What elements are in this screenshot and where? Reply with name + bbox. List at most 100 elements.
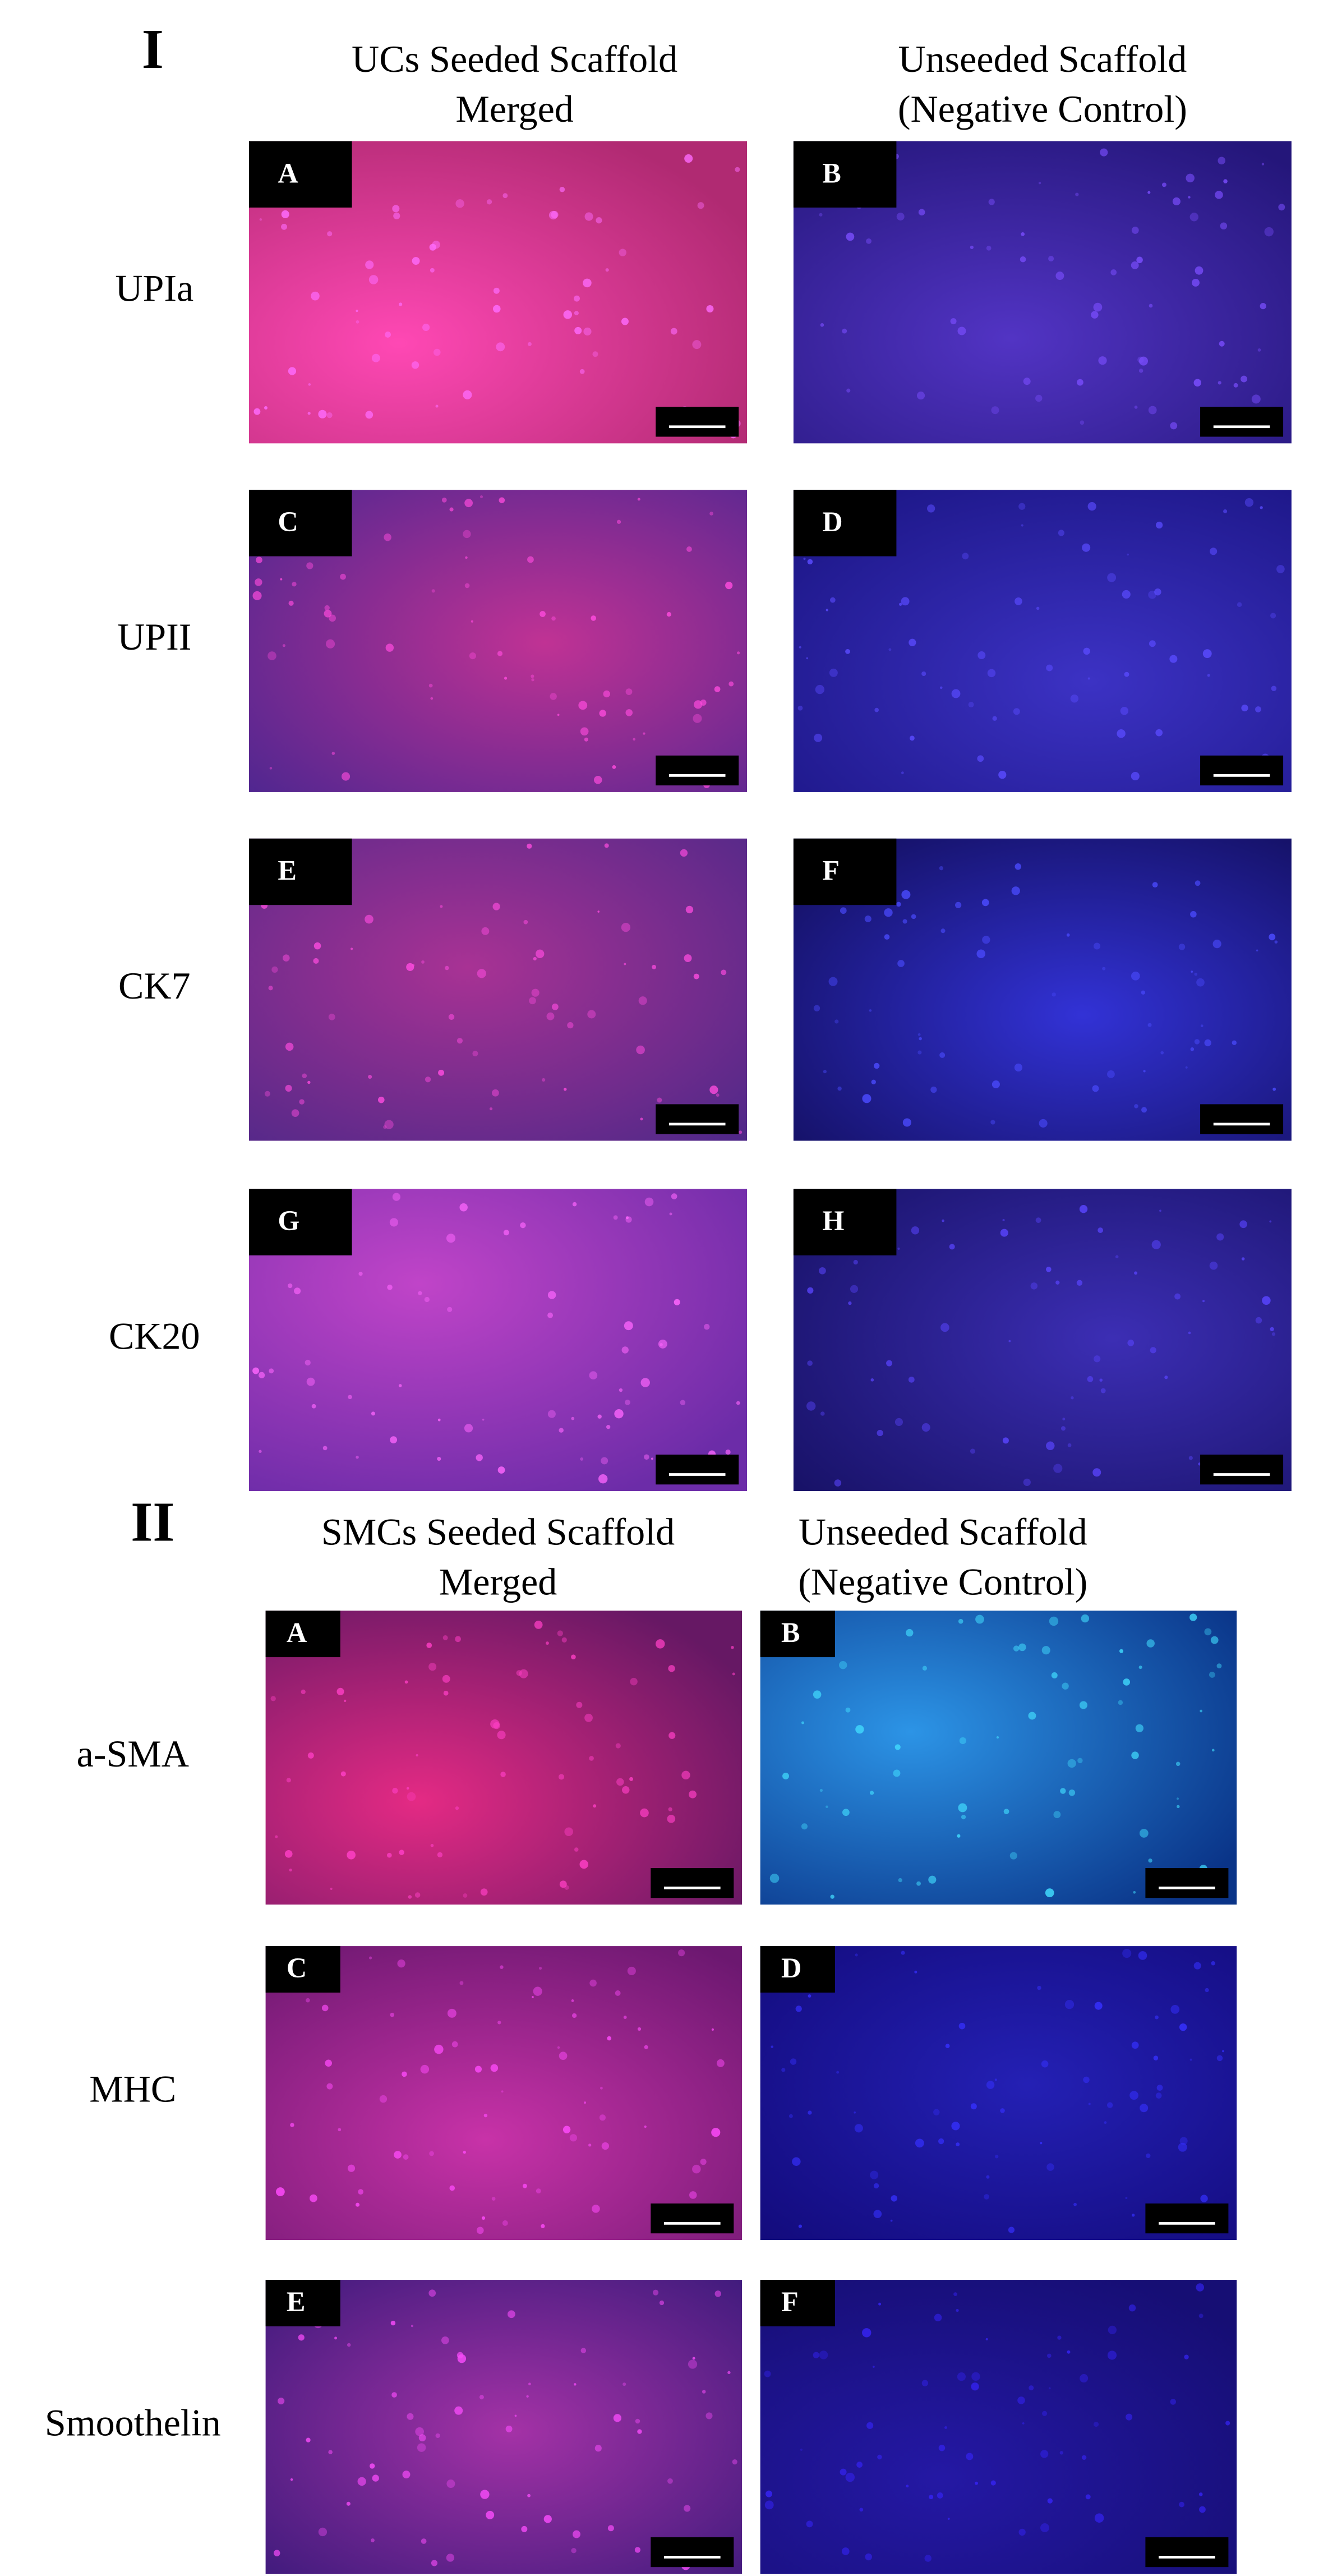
speckle (558, 1774, 565, 1780)
speckle (1077, 379, 1083, 386)
speckle (476, 1454, 483, 1461)
speckle (445, 965, 449, 970)
speckle (579, 1860, 589, 1869)
speckle (1094, 2513, 1104, 2523)
speckle (407, 2413, 414, 2420)
speckle (1264, 227, 1274, 237)
speckle (625, 709, 633, 716)
speckle (732, 1672, 735, 1676)
speckle (1179, 2501, 1184, 2508)
speckle (569, 2134, 577, 2142)
speckle (534, 1620, 543, 1629)
speckle (667, 1815, 676, 1823)
speckle (901, 1951, 905, 1955)
speckle (942, 1219, 944, 1222)
speckle (1274, 940, 1278, 944)
speckle (596, 217, 602, 224)
speckle (583, 327, 592, 336)
speckle (1049, 1616, 1059, 1626)
speckle (1260, 302, 1266, 310)
speckle (958, 1803, 967, 1813)
speckle (480, 2490, 490, 2499)
speckle (358, 2189, 363, 2195)
micrograph-panel: B (793, 141, 1292, 444)
speckle (1055, 1280, 1060, 1285)
speckle (486, 199, 492, 205)
speckle (550, 693, 557, 700)
speckle (1141, 990, 1146, 995)
speckle (459, 1981, 464, 1985)
speckle (578, 701, 588, 710)
speckle (866, 2422, 874, 2429)
speckle (731, 1645, 734, 1649)
panel-tag-box (793, 1189, 897, 1255)
speckle (1035, 394, 1043, 402)
speckle (982, 936, 990, 944)
speckle (855, 1725, 864, 1734)
speckle (457, 2352, 464, 2359)
speckle (1047, 2498, 1053, 2504)
speckle (531, 678, 534, 682)
speckle (1218, 381, 1221, 385)
speckle (604, 843, 609, 848)
speckle (1134, 1104, 1138, 1108)
speckle (916, 392, 925, 400)
speckle (571, 2013, 577, 2018)
speckle (813, 2352, 819, 2358)
speckle (681, 1770, 690, 1780)
speckle (697, 202, 704, 209)
speckle (463, 530, 471, 539)
speckle (1270, 613, 1276, 619)
speckle (621, 922, 631, 932)
speckle (924, 2555, 932, 2562)
speckle (385, 332, 391, 338)
speckle (803, 558, 806, 560)
speckle (571, 1416, 575, 1420)
speckle (957, 1834, 961, 1838)
speckle (862, 2328, 872, 2338)
speckle (1087, 1376, 1094, 1382)
speckle (884, 908, 893, 917)
speckle (930, 1086, 937, 1093)
speckle (819, 213, 823, 217)
speckle (1035, 1217, 1041, 1223)
speckle (448, 1014, 455, 1020)
speckle (605, 268, 609, 272)
speckle (940, 1323, 949, 1332)
speckle (411, 2325, 413, 2327)
speckle (1008, 1340, 1011, 1342)
speckle (1178, 2142, 1187, 2152)
speckle (668, 1665, 675, 1672)
speckle (1125, 2197, 1128, 2200)
speckle (414, 1892, 421, 1898)
speckle (1048, 256, 1054, 262)
speckle (1082, 543, 1091, 552)
speckle (463, 390, 472, 399)
speckle (970, 1448, 975, 1454)
speckle (862, 1094, 872, 1103)
speckle (970, 2103, 977, 2110)
speckle (344, 1699, 347, 1703)
speckle (492, 903, 500, 910)
speckle (911, 1226, 920, 1235)
speckle (1255, 1317, 1262, 1324)
speckle (307, 1080, 311, 1084)
speckle (1211, 1961, 1216, 1966)
micrograph-panel: H (793, 1189, 1292, 1492)
speckle (640, 1378, 650, 1387)
speckle (408, 1895, 412, 1899)
speckle (269, 767, 273, 770)
speckle (1194, 972, 1198, 976)
speckle (351, 947, 353, 950)
speckle (1013, 1645, 1020, 1652)
speckle (1138, 1951, 1147, 1960)
speckle (995, 2155, 999, 2159)
speckle (273, 2550, 280, 2556)
speckle (846, 232, 855, 241)
speckle (684, 954, 692, 962)
speckle (591, 615, 597, 621)
speckle (652, 2289, 659, 2296)
speckle (503, 1230, 509, 1236)
micrograph-image (760, 1611, 1237, 1905)
panel-tag: B (822, 157, 841, 188)
